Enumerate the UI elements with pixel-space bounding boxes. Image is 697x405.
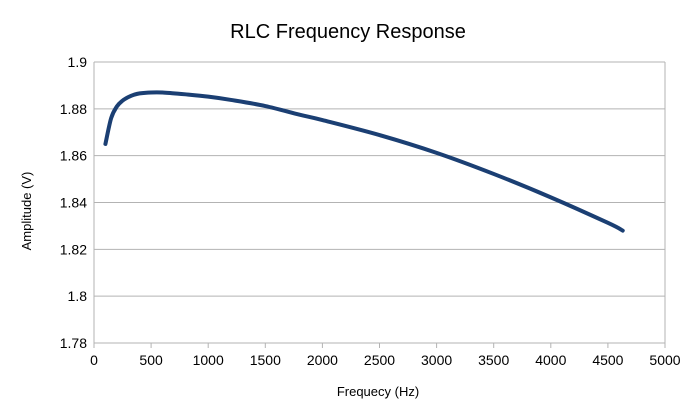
y-tick-label: 1.78 <box>60 335 87 351</box>
y-tick-label: 1.82 <box>60 241 87 257</box>
x-tick-label: 2500 <box>364 352 395 368</box>
y-tick-label: 1.84 <box>60 195 87 211</box>
x-tick-label: 4000 <box>535 352 566 368</box>
x-tick-label: 3500 <box>478 352 509 368</box>
x-tick-label: 3000 <box>421 352 452 368</box>
series-layer <box>103 90 625 233</box>
y-tick-label: 1.86 <box>60 148 87 164</box>
x-tick-label: 4500 <box>592 352 623 368</box>
x-tick-label: 500 <box>139 352 163 368</box>
y-axis-label: Amplitude (V) <box>19 172 34 251</box>
y-tick-label: 1.8 <box>68 288 88 304</box>
tick-labels: 1.78 1.8 1.82 1.84 1.86 1.88 1.9 0 500 1000 1500 20… <box>60 54 681 368</box>
axes <box>93 62 666 348</box>
x-tick-label: 1500 <box>250 352 281 368</box>
x-tick-label: 5000 <box>649 352 680 368</box>
x-tick-label: 1000 <box>193 352 224 368</box>
y-tick-label: 1.88 <box>60 101 87 117</box>
series-line <box>103 90 625 233</box>
x-axis-label: Frequecy (Hz) <box>337 384 419 399</box>
chart-title: RLC Frequency Response <box>230 21 466 43</box>
y-tick-label: 1.9 <box>68 54 88 70</box>
x-tick-label: 2000 <box>307 352 338 368</box>
grid-lines <box>94 61 665 344</box>
x-tick-label: 0 <box>90 352 98 368</box>
